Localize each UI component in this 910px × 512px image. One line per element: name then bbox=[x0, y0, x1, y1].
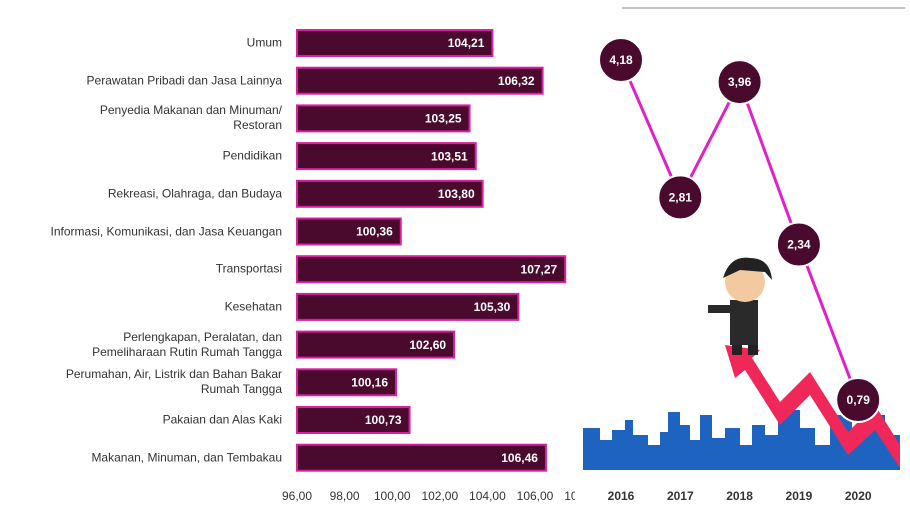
marker bbox=[598, 37, 644, 83]
value-label: 2,34 bbox=[787, 238, 811, 252]
value-label: 103,80 bbox=[438, 187, 475, 201]
value-label: 103,51 bbox=[431, 149, 468, 163]
bar bbox=[296, 443, 547, 472]
x-tick-label: 2017 bbox=[667, 489, 694, 503]
x-tick-label: 2018 bbox=[726, 489, 753, 503]
bar bbox=[296, 330, 456, 359]
bar bbox=[296, 66, 544, 95]
x-tick-label: 98,00 bbox=[330, 489, 360, 503]
category-label: Pendidikan bbox=[222, 148, 282, 163]
marker bbox=[716, 59, 763, 106]
category-label: Perlengkapan, Peralatan, dan Pemeliharaa… bbox=[92, 329, 282, 359]
x-tick-label: 100,00 bbox=[374, 489, 411, 503]
value-label: 107,27 bbox=[521, 262, 558, 276]
x-tick-label: 108,00 bbox=[564, 489, 601, 503]
marker bbox=[835, 377, 882, 423]
x-tick-label: 104,00 bbox=[469, 489, 506, 503]
category-label: Perawatan Pribadi dan Jasa Lainnya bbox=[86, 73, 282, 88]
bar bbox=[296, 179, 484, 208]
bar bbox=[296, 142, 477, 171]
bar bbox=[296, 217, 402, 246]
value-label: 3,96 bbox=[728, 75, 752, 89]
bar bbox=[296, 104, 471, 133]
bar bbox=[296, 406, 411, 434]
value-label: 105,30 bbox=[474, 300, 511, 314]
x-tick-label: 106,00 bbox=[517, 489, 554, 503]
arrow bbox=[725, 345, 900, 468]
bar bbox=[296, 292, 520, 321]
x-tick-label: 102,00 bbox=[421, 489, 458, 503]
category-label: Transportasi bbox=[215, 261, 282, 276]
value-label: 103,25 bbox=[425, 112, 462, 126]
category-label: Rekreasi, Olahraga, dan Budaya bbox=[107, 186, 282, 201]
city-skyline bbox=[583, 410, 900, 470]
value-label: 4,18 bbox=[609, 53, 633, 67]
x-tick-label: 2019 bbox=[786, 489, 813, 503]
marker bbox=[775, 221, 822, 268]
value-label: 106,32 bbox=[498, 74, 535, 88]
value-label: 104,21 bbox=[448, 36, 485, 50]
bar bbox=[296, 29, 494, 57]
axis-group: 96,00 98,00 100,00 102,00 104,00 106,00 108,00 bbox=[282, 489, 601, 503]
category-label: Kesehatan bbox=[224, 299, 282, 314]
value-label: 100,73 bbox=[365, 413, 402, 427]
marker bbox=[657, 174, 704, 221]
category-label: Pakaian dan Alas Kaki bbox=[162, 412, 282, 427]
x-tick-label: 2020 bbox=[845, 489, 872, 503]
value-label: 0,79 bbox=[847, 393, 871, 407]
category-label: Informasi, Komunikasi, dan Jasa Keuangan bbox=[50, 224, 282, 238]
value-label: 100,36 bbox=[356, 225, 393, 239]
bar bbox=[296, 368, 398, 397]
x-tick-label: 96,00 bbox=[282, 489, 312, 503]
bar bbox=[296, 255, 567, 284]
category-label: Penyedia Makanan dan Minuman/ Restoran bbox=[99, 103, 282, 133]
character bbox=[708, 257, 772, 355]
value-label: 2,81 bbox=[669, 191, 693, 205]
category-label: Makanan, Minuman, dan Tembakau bbox=[91, 450, 282, 465]
category-label: Perumahan, Air, Listrik dan Bahan Bakar … bbox=[65, 367, 282, 397]
x-tick-label: 2016 bbox=[608, 489, 635, 503]
value-label: 106,46 bbox=[501, 451, 538, 465]
value-label: 100,16 bbox=[351, 375, 388, 389]
category-label: Umum bbox=[246, 35, 282, 50]
value-label: 102,60 bbox=[409, 338, 446, 352]
